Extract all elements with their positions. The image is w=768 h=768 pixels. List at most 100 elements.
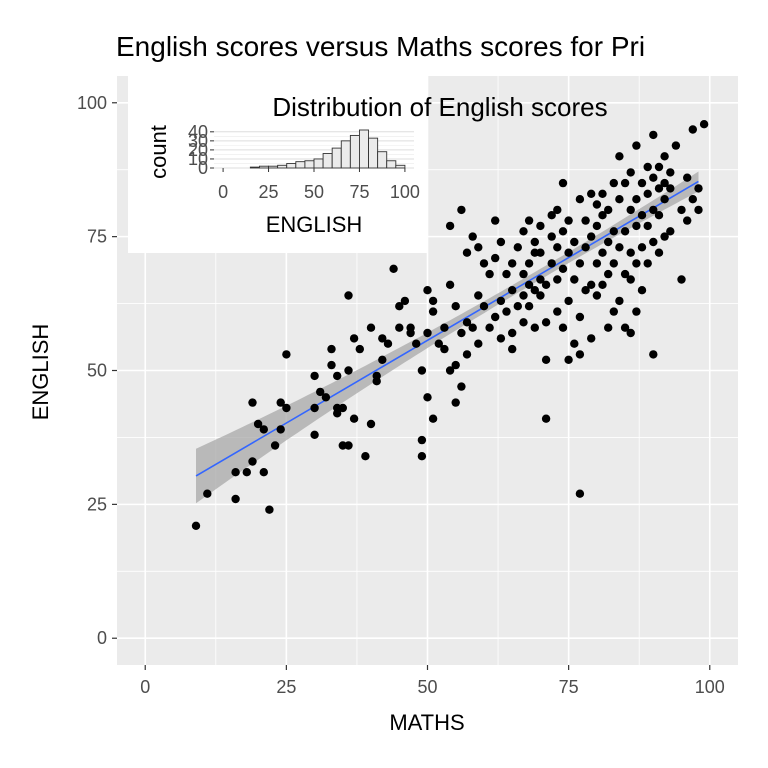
histogram-bar bbox=[249, 166, 260, 169]
data-point bbox=[508, 286, 517, 295]
data-point bbox=[598, 211, 607, 220]
data-point bbox=[637, 178, 647, 188]
data-point bbox=[547, 211, 556, 220]
data-point bbox=[417, 452, 427, 461]
data-point bbox=[620, 323, 630, 332]
data-point bbox=[440, 323, 449, 332]
data-point bbox=[570, 237, 579, 247]
data-point bbox=[637, 211, 647, 220]
histogram-bar bbox=[295, 161, 306, 169]
data-point bbox=[440, 344, 449, 354]
histogram-bar bbox=[304, 160, 315, 169]
data-point bbox=[423, 393, 432, 402]
data-point bbox=[412, 339, 421, 348]
data-point bbox=[654, 184, 664, 193]
data-point bbox=[474, 339, 483, 348]
data-point bbox=[637, 243, 647, 252]
y-tick-label: 50 bbox=[87, 361, 107, 381]
data-point bbox=[592, 200, 602, 209]
data-point bbox=[519, 269, 528, 279]
data-point bbox=[564, 355, 573, 364]
inset-title: Distribution of English scores bbox=[272, 92, 607, 122]
data-point bbox=[643, 189, 652, 198]
data-point bbox=[632, 141, 641, 150]
data-point bbox=[643, 221, 652, 231]
data-point bbox=[191, 521, 201, 530]
data-point bbox=[575, 489, 585, 498]
data-point bbox=[457, 205, 466, 215]
data-point bbox=[327, 360, 336, 370]
data-point bbox=[553, 205, 562, 215]
data-point bbox=[632, 195, 641, 204]
data-point bbox=[547, 259, 556, 268]
inset-x-axis-title: ENGLISH bbox=[266, 212, 363, 237]
data-point bbox=[344, 366, 353, 375]
data-point bbox=[491, 312, 500, 322]
data-point bbox=[462, 350, 472, 359]
data-point bbox=[575, 195, 585, 204]
data-point bbox=[609, 307, 618, 316]
data-point bbox=[609, 259, 618, 268]
data-point bbox=[231, 468, 240, 477]
histogram-bar bbox=[286, 163, 297, 169]
data-point bbox=[649, 350, 658, 359]
data-point bbox=[502, 269, 511, 279]
data-point bbox=[553, 275, 562, 284]
data-point bbox=[321, 393, 331, 402]
data-point bbox=[609, 227, 618, 236]
inset-y-tick-label: 20 bbox=[188, 140, 208, 160]
data-point bbox=[457, 382, 466, 391]
data-point bbox=[592, 291, 602, 300]
data-point bbox=[270, 441, 280, 450]
histogram-bar bbox=[268, 165, 279, 169]
data-point bbox=[265, 505, 274, 514]
data-point bbox=[344, 291, 353, 300]
data-point bbox=[694, 184, 703, 193]
data-point bbox=[479, 302, 489, 311]
data-point bbox=[361, 452, 370, 461]
data-point bbox=[423, 328, 432, 338]
data-point bbox=[479, 259, 489, 268]
data-point bbox=[643, 259, 652, 268]
data-point bbox=[626, 248, 635, 257]
data-point bbox=[677, 205, 686, 215]
y-axis: 0 25 50 75 100 bbox=[77, 93, 117, 648]
data-point bbox=[248, 457, 257, 466]
inset-x-tick-label: 0 bbox=[218, 182, 228, 202]
data-point bbox=[553, 243, 562, 252]
data-point bbox=[372, 371, 381, 381]
data-point bbox=[604, 237, 613, 247]
data-point bbox=[699, 120, 709, 129]
histogram-bar bbox=[368, 137, 379, 169]
y-tick-label: 75 bbox=[87, 227, 107, 247]
data-point bbox=[282, 403, 291, 413]
data-point bbox=[276, 398, 285, 407]
data-point bbox=[310, 430, 319, 439]
data-point bbox=[231, 494, 240, 504]
data-point bbox=[541, 414, 551, 423]
inset-x-axis: 0 25 50 75 100 bbox=[218, 168, 420, 202]
data-point bbox=[530, 286, 539, 295]
chart-title: English scores versus Maths scores for P… bbox=[116, 31, 645, 62]
y-tick-label: 25 bbox=[87, 494, 107, 514]
data-point bbox=[519, 227, 528, 236]
data-point bbox=[609, 178, 618, 188]
data-point bbox=[310, 371, 319, 381]
histogram-bar bbox=[331, 147, 342, 169]
inset-bars bbox=[249, 129, 406, 169]
data-point bbox=[660, 195, 669, 204]
data-point bbox=[428, 414, 438, 423]
data-point bbox=[519, 291, 528, 300]
data-point bbox=[519, 318, 528, 327]
data-point bbox=[496, 334, 506, 343]
data-point bbox=[383, 339, 393, 348]
x-tick-label: 25 bbox=[276, 677, 296, 697]
data-point bbox=[581, 216, 590, 225]
data-point bbox=[485, 323, 494, 332]
data-point bbox=[474, 291, 483, 300]
x-tick-label: 100 bbox=[695, 677, 725, 697]
data-point bbox=[666, 168, 675, 177]
data-point bbox=[637, 286, 647, 295]
data-point bbox=[643, 162, 652, 172]
